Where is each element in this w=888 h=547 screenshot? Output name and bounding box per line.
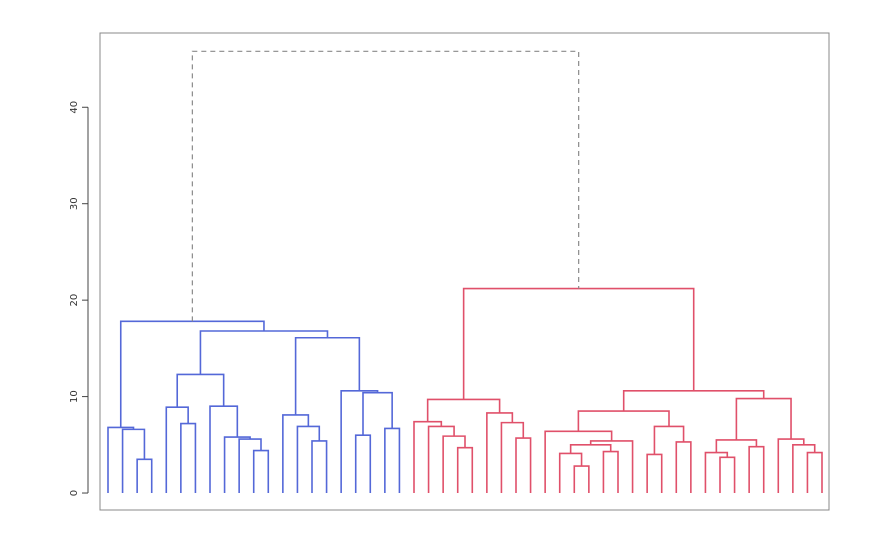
branch xyxy=(653,425,685,455)
branch xyxy=(282,414,310,494)
branch xyxy=(646,453,663,494)
branch xyxy=(792,444,816,494)
branch xyxy=(340,389,379,494)
branch xyxy=(577,410,670,432)
y-tick-label: 20 xyxy=(69,294,80,307)
branch xyxy=(176,373,225,408)
branch xyxy=(107,426,135,494)
branch xyxy=(456,446,474,494)
branch xyxy=(296,425,321,494)
branch xyxy=(191,50,580,322)
branch xyxy=(384,427,401,494)
branch xyxy=(777,438,805,494)
y-tick-label: 0 xyxy=(69,490,80,496)
branch xyxy=(735,397,792,440)
branch xyxy=(486,412,514,494)
branch xyxy=(442,435,466,494)
branch xyxy=(294,336,361,415)
branch xyxy=(558,452,583,494)
branch xyxy=(569,444,612,454)
branch xyxy=(223,436,251,494)
branch xyxy=(573,465,590,494)
branch xyxy=(413,420,443,494)
branch xyxy=(675,441,692,494)
y-tick-label: 40 xyxy=(69,101,80,114)
branch xyxy=(602,450,619,494)
branch xyxy=(719,456,736,494)
branch xyxy=(806,451,823,494)
branch xyxy=(252,449,270,494)
branch xyxy=(622,389,765,412)
plot-frame xyxy=(99,32,830,511)
branch xyxy=(748,445,765,494)
branch xyxy=(180,422,197,494)
branch xyxy=(500,421,525,494)
branch xyxy=(311,440,328,494)
branch xyxy=(544,430,613,494)
branch xyxy=(515,437,532,494)
branch xyxy=(209,405,239,494)
branch xyxy=(354,434,372,494)
y-tick-label: 30 xyxy=(69,197,80,210)
branch xyxy=(238,438,262,494)
branch xyxy=(704,451,729,494)
branch xyxy=(121,428,146,494)
branch xyxy=(427,425,455,494)
branch xyxy=(589,440,634,494)
branch xyxy=(165,406,189,494)
branch xyxy=(462,287,695,400)
branch xyxy=(426,398,501,422)
y-tick-label: 10 xyxy=(69,390,80,403)
branch xyxy=(136,458,153,494)
